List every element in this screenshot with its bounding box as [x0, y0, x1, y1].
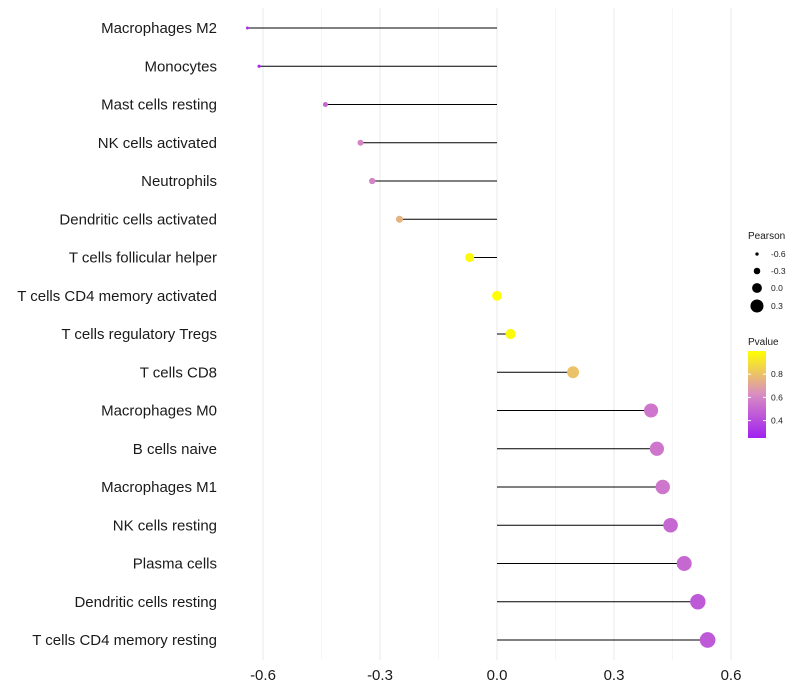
point-10: [644, 403, 659, 418]
x-tick-label-2: 0.0: [487, 667, 508, 684]
point-6: [465, 252, 475, 263]
legend-pearson-dot-3: [750, 299, 764, 313]
legend-pvalue-label-2: 0.4: [771, 416, 783, 426]
point-5: [395, 215, 404, 223]
y-tick-label-6: T cells follicular helper: [69, 250, 217, 267]
legend-pearson-label-3: 0.3: [771, 301, 783, 311]
point-16: [699, 632, 716, 648]
grid-layer: [262, 8, 732, 660]
x-axis-labels: -0.6 -0.3 0.0 0.3 0.6: [250, 667, 741, 684]
y-tick-label-0: Macrophages M2: [101, 20, 217, 37]
x-tick-label-0: -0.6: [250, 667, 276, 684]
point-11: [649, 441, 665, 456]
y-tick-label-13: NK cells resting: [113, 517, 217, 534]
legend-pvalue-label-0: 0.8: [771, 369, 783, 379]
x-tick-label-4: 0.6: [721, 667, 742, 684]
stem-layer: [247, 27, 708, 641]
point-13: [663, 517, 678, 533]
y-tick-label-12: Macrophages M1: [101, 479, 217, 496]
x-tick-label-3: 0.3: [604, 667, 625, 684]
legend-pearson-label-2: 0.0: [771, 283, 783, 293]
legend-pearson-label-0: -0.6: [771, 249, 786, 259]
legend-pearson-title: Pearson: [748, 231, 785, 242]
y-tick-label-14: Plasma cells: [133, 556, 217, 573]
y-tick-label-7: T cells CD4 memory activated: [17, 288, 217, 305]
point-14: [676, 556, 692, 571]
legend-pearson-dot-1: [753, 267, 761, 275]
point-1: [257, 64, 261, 68]
x-tick-label-1: -0.3: [367, 667, 393, 684]
y-tick-label-4: Neutrophils: [141, 173, 217, 190]
y-tick-label-9: T cells CD8: [140, 364, 217, 381]
y-tick-label-8: T cells regulatory Tregs: [61, 326, 217, 343]
y-tick-label-2: Mast cells resting: [101, 97, 217, 114]
y-tick-label-10: Macrophages M0: [101, 403, 217, 420]
legend-pvalue-colorbar: [748, 351, 766, 438]
point-8: [505, 328, 516, 340]
y-tick-label-3: NK cells activated: [98, 135, 217, 152]
point-0: [245, 26, 249, 30]
y-tick-label-5: Dendritic cells activated: [59, 211, 217, 228]
point-3: [357, 139, 364, 146]
legend-pearson: Pearson -0.6 -0.3 0.0 0.3: [748, 231, 786, 313]
point-2: [322, 101, 328, 108]
point-4: [369, 177, 376, 185]
y-tick-label-11: B cells naive: [133, 441, 217, 458]
legend-pearson-dot-0: [755, 252, 759, 256]
point-12: [655, 479, 670, 495]
point-layer: [245, 26, 716, 648]
y-axis-labels: Macrophages M2 Monocytes Mast cells restin…: [17, 20, 217, 649]
point-15: [690, 594, 706, 610]
y-tick-label-16: T cells CD4 memory resting: [32, 632, 217, 649]
legend-pvalue-title: Pvalue: [748, 337, 779, 348]
point-7: [492, 290, 502, 301]
legend-pvalue-label-1: 0.6: [771, 392, 783, 402]
legend-pvalue: Pvalue 0.8 0.6 0.4: [748, 337, 783, 438]
legend-pearson-dot-2: [752, 283, 762, 293]
point-9: [567, 366, 580, 379]
y-tick-label-1: Monocytes: [144, 58, 217, 75]
y-tick-label-15: Dendritic cells resting: [74, 594, 217, 611]
legend-pearson-label-1: -0.3: [771, 266, 786, 276]
